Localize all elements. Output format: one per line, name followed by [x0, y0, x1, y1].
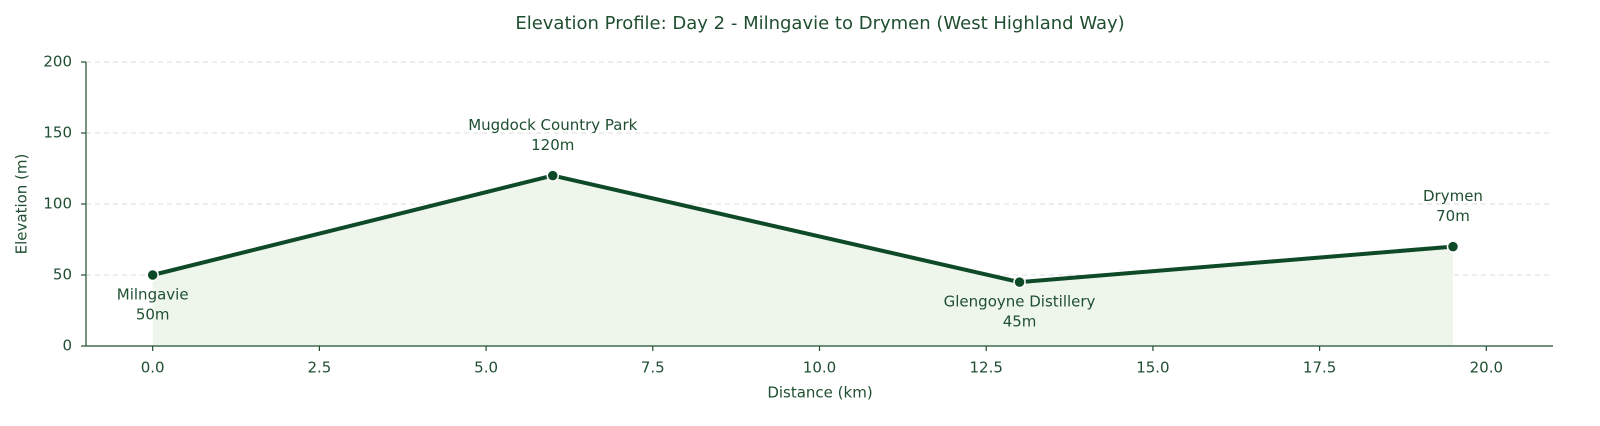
elevation-line	[152, 173, 1454, 285]
point-label: Glengoyne Distillery	[944, 293, 1096, 311]
x-tick-label: 5.0	[474, 359, 498, 377]
point	[146, 268, 159, 282]
x-tick-label: 20.0	[1470, 359, 1503, 377]
value-label: 45m	[1003, 313, 1037, 331]
value-label: 50m	[136, 306, 170, 324]
area-fill	[152, 175, 1453, 346]
y-tick-label: 50	[53, 266, 72, 284]
y-tick-label: 0	[62, 337, 72, 355]
chart-title: Elevation Profile: Day 2 - Milngavie to …	[515, 13, 1124, 34]
x-tick-label: 0.0	[141, 359, 165, 377]
point-label: Mugdock Country Park	[468, 116, 637, 134]
point	[546, 169, 560, 182]
point	[1446, 240, 1460, 253]
point	[1013, 275, 1026, 289]
x-tick-label: 7.5	[641, 359, 665, 377]
value-label: 70m	[1436, 207, 1470, 225]
x-tick-label: 17.5	[1303, 359, 1336, 377]
x-tick-label: 10.0	[803, 359, 836, 377]
y-tick-label: 200	[43, 53, 72, 71]
x-tick-label: 15.0	[1136, 359, 1169, 377]
x-tick-label: 12.5	[970, 359, 1003, 377]
x-tick-label: 2.5	[307, 359, 331, 377]
point-label: Drymen	[1423, 187, 1483, 205]
y-axis-label: Elevation (m)	[13, 154, 31, 255]
value-label: 120m	[531, 136, 574, 154]
x-axis-label: Distance (km)	[767, 384, 872, 402]
y-tick-label: 150	[43, 124, 72, 142]
point-label: Milngavie	[117, 286, 189, 304]
y-tick-label: 100	[43, 195, 72, 213]
